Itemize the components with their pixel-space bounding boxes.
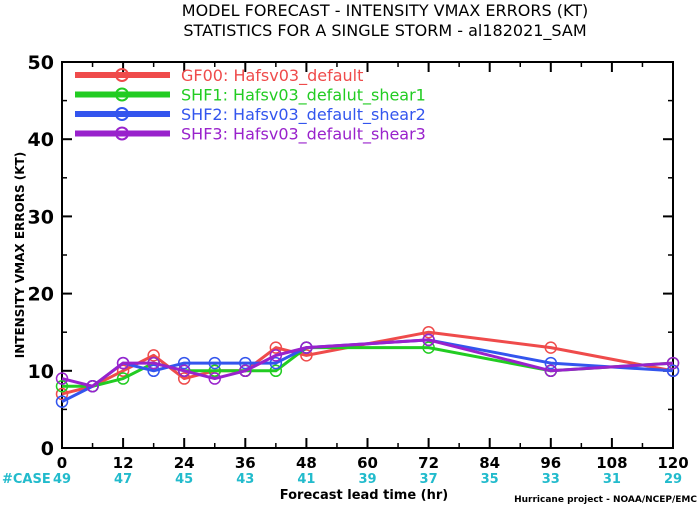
data-point-2 — [544, 356, 558, 370]
x-tick-label: 0 — [57, 454, 67, 472]
case-count: 49 — [53, 472, 71, 487]
y-tick-label: 40 — [28, 129, 54, 151]
data-point-0 — [300, 349, 313, 362]
x-tick-label: 84 — [479, 454, 500, 472]
data-point-0 — [544, 341, 558, 354]
data-point-3 — [422, 333, 435, 347]
data-point-3 — [300, 341, 313, 354]
data-point-3 — [544, 364, 558, 378]
data-point-3 — [269, 349, 283, 362]
case-count: 35 — [481, 472, 499, 487]
case-count: 45 — [175, 472, 193, 487]
data-point-3 — [666, 356, 680, 370]
case-count: 43 — [236, 472, 254, 487]
data-point-3 — [177, 364, 191, 378]
legend-marker-2 — [115, 107, 129, 121]
case-count: 39 — [358, 472, 376, 487]
y-tick-label: 50 — [28, 52, 54, 74]
data-point-2 — [177, 356, 191, 370]
data-point-3 — [86, 379, 99, 393]
data-point-0 — [116, 364, 130, 378]
data-point-1 — [208, 364, 221, 378]
data-point-0 — [269, 341, 283, 354]
data-point-0 — [177, 372, 191, 385]
legend-marker-1 — [115, 87, 129, 102]
case-count: 37 — [420, 472, 438, 487]
case-count: 33 — [542, 472, 560, 487]
data-point-1 — [55, 379, 69, 393]
legend-marker-3 — [115, 126, 129, 141]
case-count: 31 — [603, 472, 621, 487]
legend-label: SHF1: Hafsv03_defalut_shear1 — [181, 86, 426, 106]
case-count: 47 — [114, 472, 132, 487]
data-point-2 — [147, 364, 160, 378]
data-point-1 — [116, 372, 130, 385]
chart-subtitle: STATISTICS FOR A SINGLE STORM - al182021… — [183, 21, 586, 41]
data-point-3 — [116, 356, 130, 370]
x-tick-label: 12 — [113, 454, 134, 472]
case-label: #CASE — [2, 472, 51, 487]
data-point-2 — [55, 395, 69, 408]
x-tick-label: 36 — [235, 454, 256, 472]
x-tick-label: 24 — [174, 454, 195, 472]
series-line-3 — [61, 338, 674, 388]
data-point-3 — [147, 356, 160, 370]
x-tick-label: 60 — [357, 454, 378, 472]
data-point-0 — [147, 349, 160, 362]
data-point-2 — [269, 356, 283, 370]
x-tick-label: 120 — [657, 454, 688, 472]
data-point-0 — [55, 387, 69, 401]
plot-area: 0491247244536434841603972378435963310831… — [28, 52, 689, 487]
data-point-1 — [422, 341, 435, 354]
x-tick-label: 96 — [540, 454, 561, 472]
y-tick-label: 30 — [28, 206, 54, 228]
credit-text: Hurricane project - NOAA/NCEP/EMC — [514, 495, 697, 505]
y-tick-label: 10 — [28, 361, 54, 383]
data-point-2 — [239, 356, 252, 370]
legend-label: GF00: Hafsv03_default — [181, 66, 363, 86]
chart-title: MODEL FORECAST - INTENSITY VMAX ERRORS (… — [182, 1, 588, 20]
legend-label: SHF2: Hafsv03_default_shear2 — [181, 105, 426, 125]
x-tick-label: 108 — [596, 454, 627, 472]
y-axis-label: INTENSITY VMAX ERRORS (KT) — [13, 152, 27, 358]
data-point-3 — [239, 364, 252, 378]
data-point-3 — [55, 372, 69, 385]
x-tick-label: 48 — [296, 454, 317, 472]
y-tick-label: 0 — [41, 438, 54, 460]
data-point-2 — [208, 356, 221, 370]
data-point-1 — [269, 364, 283, 378]
x-axis-label: Forecast lead time (hr) — [280, 488, 448, 503]
y-tick-label: 20 — [28, 284, 54, 306]
data-point-0 — [422, 325, 435, 339]
data-point-3 — [208, 372, 221, 385]
legend-marker-0 — [115, 68, 129, 82]
legend-label: SHF3: Hafsv03_default_shear3 — [181, 125, 426, 145]
x-tick-label: 72 — [418, 454, 439, 472]
data-point-2 — [666, 364, 680, 378]
case-count: 29 — [664, 472, 682, 487]
case-count: 41 — [297, 472, 315, 487]
